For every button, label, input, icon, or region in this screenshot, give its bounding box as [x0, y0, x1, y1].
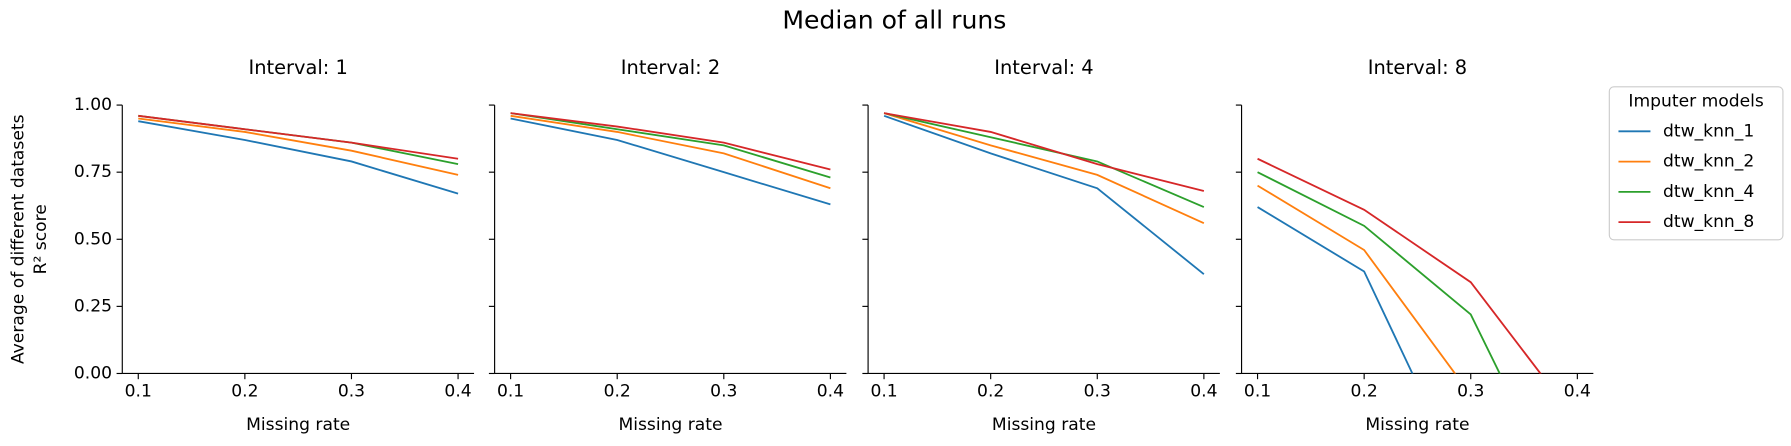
y-axis-label: Average of different datasets: [8, 114, 28, 364]
series-line: [510, 112, 831, 171]
y-axis-label: R² score: [31, 204, 51, 274]
series-line: [883, 112, 1205, 225]
x-axis-label: Missing rate: [992, 415, 1096, 435]
series-line: [138, 114, 459, 166]
legend-title: Imputer models: [1628, 92, 1764, 112]
series-line: [510, 112, 831, 179]
series-line: [510, 114, 831, 190]
x-tick-label: 0.3: [1084, 382, 1111, 402]
series-line: [883, 112, 1205, 192]
plot-area: [510, 112, 831, 206]
x-tick-label: 0.1: [125, 382, 152, 402]
x-tick-label: 0.1: [1244, 382, 1271, 402]
x-tick-label: 0.2: [1351, 382, 1378, 402]
x-tick-label: 0.4: [1564, 382, 1591, 402]
series-line: [138, 114, 459, 160]
plot-area: [1257, 157, 1542, 374]
series-line: [138, 120, 459, 195]
y-tick-label: 1.00: [74, 95, 112, 115]
series-line: [883, 114, 1205, 275]
series-line: [510, 117, 831, 206]
x-tick-label: 0.2: [231, 382, 258, 402]
subplot-title: Interval: 2: [621, 56, 720, 79]
series-line: [883, 112, 1205, 208]
x-tick-label: 0.1: [870, 382, 897, 402]
subplot-title: Interval: 4: [994, 56, 1093, 79]
x-tick-label: 0.4: [444, 382, 471, 402]
plot-area: [138, 114, 459, 195]
x-tick-label: 0.2: [604, 382, 631, 402]
series-line: [138, 117, 459, 176]
series-line: [1257, 171, 1501, 374]
x-tick-label: 0.4: [817, 382, 844, 402]
y-tick-label: 0.50: [74, 229, 112, 249]
legend-label: dtw_knn_8: [1663, 212, 1754, 232]
legend-label: dtw_knn_4: [1663, 182, 1754, 202]
y-tick-label: 0.25: [74, 296, 112, 316]
subplot-title: Interval: 8: [1368, 56, 1467, 79]
x-tick-label: 0.3: [338, 382, 365, 402]
legend-label: dtw_knn_1: [1663, 121, 1754, 141]
x-axis-label: Missing rate: [618, 415, 722, 435]
series-line: [1257, 184, 1457, 374]
y-tick-label: 0.75: [74, 162, 112, 182]
x-axis-label: Missing rate: [246, 415, 350, 435]
x-tick-label: 0.3: [1457, 382, 1484, 402]
subplot-title: Interval: 1: [248, 56, 347, 79]
legend-box: [1608, 86, 1784, 241]
y-tick-label: 0.00: [74, 363, 112, 383]
x-axis-label: Missing rate: [1365, 415, 1469, 435]
x-tick-label: 0.3: [710, 382, 737, 402]
legend-label: dtw_knn_2: [1663, 152, 1754, 172]
legend: Imputer models dtw_knn_1 dtw_knn_2 dtw_knn_…: [1608, 86, 1784, 241]
x-tick-label: 0.1: [497, 382, 524, 402]
series-line: [1257, 206, 1414, 374]
x-tick-label: 0.4: [1190, 382, 1217, 402]
x-tick-label: 0.2: [977, 382, 1004, 402]
plot-area: [883, 112, 1205, 275]
figure-title: Median of all runs: [782, 6, 1006, 35]
series-line: [1257, 157, 1542, 374]
